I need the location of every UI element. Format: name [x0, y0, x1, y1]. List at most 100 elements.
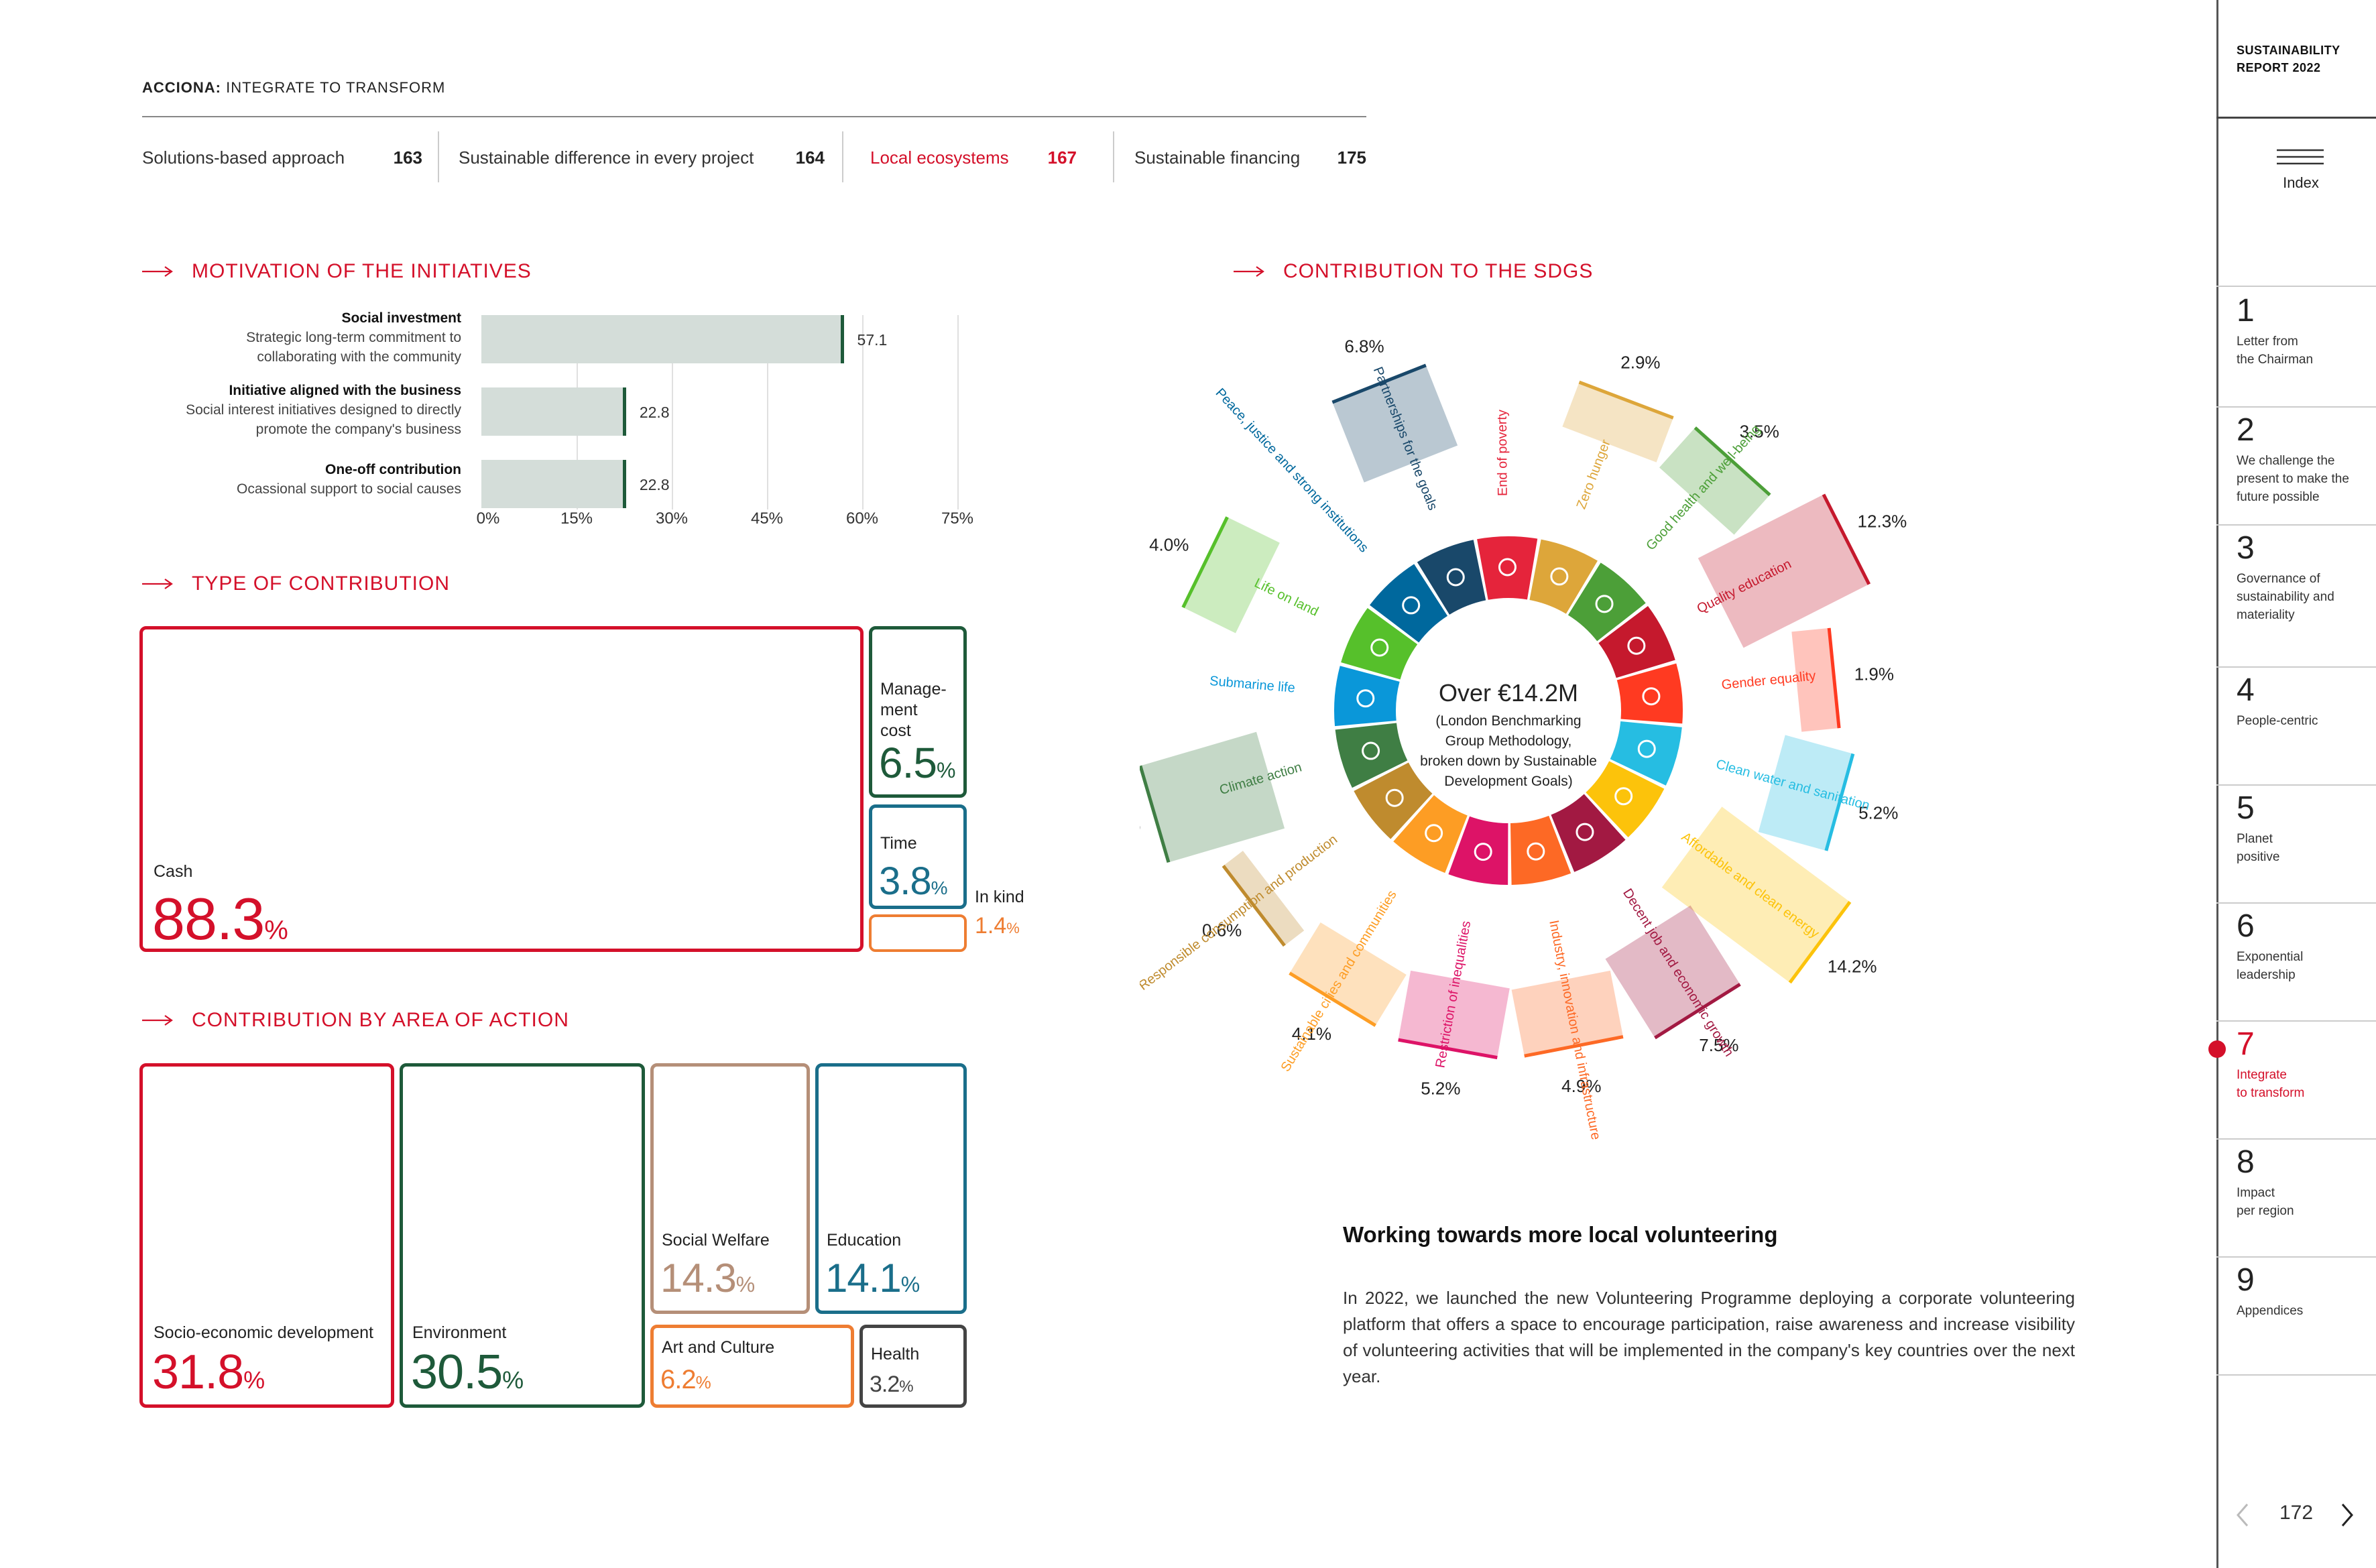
sdg-goal-icon: [1576, 823, 1594, 841]
education-label: Education: [827, 1231, 902, 1250]
sdg-goal-icon: [1474, 843, 1492, 861]
chevron-left-icon[interactable]: [2235, 1503, 2250, 1527]
chart-tick-label: 60%: [845, 509, 879, 528]
chapter-title: Impact per region: [2237, 1186, 2294, 1218]
nav-solutions-based-approach[interactable]: Solutions-based approach 163: [142, 147, 422, 168]
chapter-2[interactable]: 2 We challenge the present to make the fu…: [2237, 413, 2349, 506]
nav-separator: [438, 131, 439, 182]
chapter-number: 9: [2237, 1262, 2255, 1298]
education-box: Education 14.1%: [815, 1063, 967, 1314]
environment-label: Environment: [412, 1323, 507, 1342]
sdg-center-text: Group Methodology,: [1445, 733, 1572, 749]
sdg-contribution-bar: [1562, 380, 1674, 463]
chapter-6[interactable]: 6 Exponential leadership: [2237, 909, 2303, 984]
index-label: Index: [2283, 174, 2319, 191]
index-button[interactable]: Index: [2270, 149, 2332, 192]
nav-sustainable-difference[interactable]: Sustainable difference in every project 1…: [459, 147, 825, 168]
chart-gridline: [767, 315, 768, 509]
nav-separator: [1113, 131, 1114, 182]
sdg-contribution-bar: [1758, 735, 1855, 851]
sdg-segment: [1334, 666, 1400, 727]
sdg-goal-icon: [1637, 739, 1656, 758]
chapter-8[interactable]: 8 Impact per region: [2237, 1145, 2294, 1220]
chapter-title: Exponential leadership: [2237, 950, 2304, 982]
chapter-4[interactable]: 4 People-centric: [2237, 673, 2318, 730]
chart-data-label: 57.1: [857, 331, 888, 349]
socio-economic-value: 31.8%: [152, 1345, 265, 1399]
motivation-labels: Social investment Strategic long-term co…: [134, 308, 461, 509]
sdg-heading: CONTRIBUTION TO THE SDGS: [1234, 260, 1593, 283]
chapter-number: 8: [2237, 1144, 2255, 1180]
sdg-segment: [1417, 540, 1486, 615]
sidebar-divider: [2216, 902, 2376, 904]
nav-separator: [842, 131, 843, 182]
sdg-percentage-label: 3.5%: [1740, 422, 1779, 442]
chart-bar: [481, 387, 626, 436]
volunteering-body: In 2022, we launched the new Volunteerin…: [1343, 1288, 2075, 1386]
chapter-1[interactable]: 1 Letter from the Chairman: [2237, 294, 2313, 369]
sdg-center-text: (London Benchmarking: [1435, 713, 1581, 729]
volunteering-title: Working towards more local volunteering: [1343, 1222, 1778, 1247]
chart-tick-label: 15%: [560, 509, 593, 528]
chapter-5[interactable]: 5 Planet positive: [2237, 791, 2279, 866]
sidebar-divider: [2216, 784, 2376, 786]
chapter-title: We challenge the present to make the fut…: [2237, 454, 2349, 504]
chart-data-label: 22.8: [639, 476, 670, 493]
cash-value: 88.3%: [152, 886, 288, 952]
time-box: Time 3.8%: [869, 804, 967, 909]
sdg-percentage-label: 1.9%: [1854, 664, 1894, 684]
chapter-title: Planet positive: [2237, 832, 2280, 864]
chevron-right-icon[interactable]: [2340, 1503, 2355, 1527]
sdg-goal-icon: [1614, 787, 1633, 806]
sidebar: [2216, 0, 2376, 1568]
report-title: SUSTAINABILITY REPORT 2022: [2237, 44, 2340, 74]
time-value: 3.8%: [879, 859, 948, 903]
contribution-type-heading: TYPE OF CONTRIBUTION: [142, 572, 450, 595]
page-number: 172: [2279, 1502, 2314, 1524]
nav-sustainable-financing[interactable]: Sustainable financing 175: [1134, 147, 1366, 168]
sdg-goal-icon: [1527, 842, 1545, 861]
chart-tick-label: 75%: [941, 509, 974, 528]
sdg-contribution-bar: [1511, 970, 1624, 1058]
sdg-percentage-label: 4.0%: [1149, 534, 1189, 554]
chart-tick-label: 45%: [750, 509, 784, 528]
sidebar-divider: [2216, 1374, 2376, 1376]
sdg-goal-label: End of poverty: [1495, 410, 1510, 496]
arrow-right-icon: [1234, 266, 1264, 277]
health-value: 3.2%: [870, 1372, 914, 1397]
socio-economic-label: Socio-economic development: [154, 1323, 373, 1342]
in-kind-value: 1.4%: [975, 913, 1020, 939]
sdg-goal-icon: [1425, 824, 1443, 843]
motivation-label-social-investment: Social investment Strategic long-term co…: [246, 310, 461, 365]
sdg-segment: [1341, 608, 1418, 680]
environment-box: Environment 30.5%: [400, 1063, 645, 1408]
sdg-segment: [1354, 762, 1433, 839]
chapter-title: Letter from the Chairman: [2237, 335, 2314, 367]
sidebar-divider: [2216, 117, 2376, 119]
nav-local-ecosystems[interactable]: Local ecosystems 167: [870, 147, 1077, 168]
time-label: Time: [880, 834, 917, 853]
sidebar-divider: [2216, 524, 2376, 526]
chart-tick-label: 30%: [655, 509, 689, 528]
sdg-contribution-bar: [1698, 493, 1871, 648]
sdg-segment: [1586, 761, 1665, 838]
sdg-segment: [1610, 721, 1682, 786]
sdg-goal-label: Zero hunger: [1574, 438, 1614, 511]
art-culture-box: Art and Culture 6.2%: [650, 1325, 854, 1408]
sdg-center-text: Development Goals): [1444, 774, 1572, 789]
chapter-3[interactable]: 3 Governance of sustainability and materi…: [2237, 531, 2334, 624]
sdg-goal-icon: [1498, 558, 1517, 577]
social-welfare-box: Social Welfare 14.3%: [650, 1063, 810, 1314]
chapter-number: 5: [2237, 790, 2255, 826]
sdg-segment: [1370, 564, 1448, 643]
social-welfare-value: 14.3%: [660, 1256, 755, 1301]
sdg-percentage-label: 12.3%: [1858, 511, 1907, 531]
sdg-segment: [1477, 536, 1538, 600]
chapter-title: Governance of sustainability and materia…: [2237, 572, 2334, 622]
header-divider: [142, 116, 1366, 117]
sdg-goal-icon: [1362, 741, 1380, 760]
chapter-9[interactable]: 9 Appendices: [2237, 1263, 2303, 1320]
area-action-heading: CONTRIBUTION BY AREA OF ACTION: [142, 1009, 569, 1032]
chapter-7[interactable]: 7 Integrate to transform: [2237, 1027, 2304, 1102]
management-cost-value: 6.5%: [879, 739, 955, 787]
